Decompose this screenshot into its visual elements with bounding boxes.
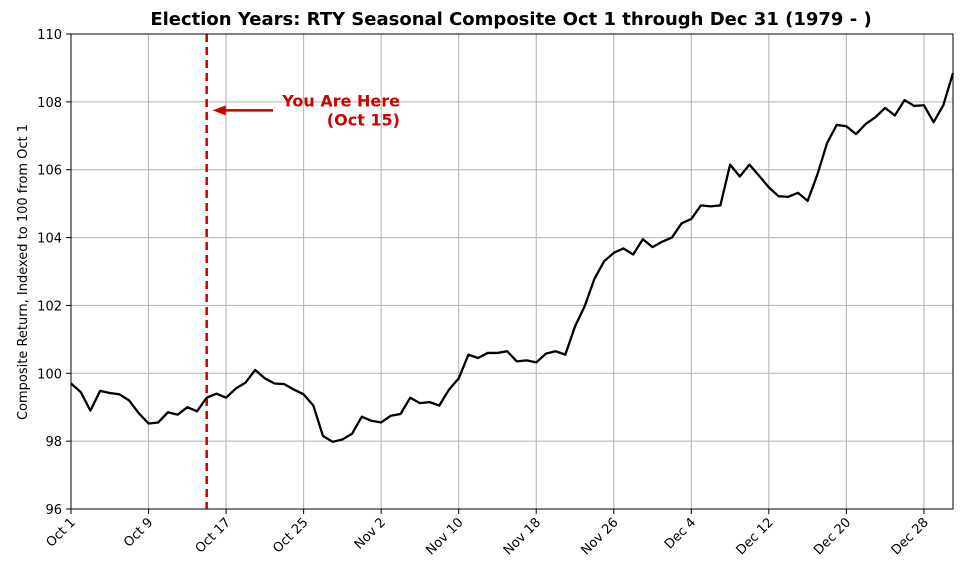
annotation-line-2: (Oct 15) (327, 110, 400, 129)
y-axis-label: Composite Return, Indexed to 100 from Oc… (16, 124, 31, 420)
y-tick-label: 106 (37, 164, 62, 179)
annotation-line-1: You Are Here (281, 91, 400, 110)
y-tick-label: 96 (45, 503, 62, 518)
y-tick-label: 102 (37, 299, 62, 314)
annotation-arrow-head (212, 105, 226, 116)
y-tick-label: 110 (37, 28, 62, 43)
series-line (70, 72, 955, 443)
annotation: You Are Here(Oct 15) (212, 91, 400, 129)
series-layer (70, 72, 955, 443)
axes (66, 33, 954, 514)
chart-title: Election Years: RTY Seasonal Composite O… (150, 9, 871, 30)
y-tick-label: 104 (37, 232, 62, 247)
y-tick-label: 98 (45, 435, 62, 450)
grid (70, 33, 953, 510)
y-tick-label: 108 (37, 96, 62, 111)
y-tick-label: 100 (37, 367, 62, 382)
plot-frame (70, 33, 954, 510)
